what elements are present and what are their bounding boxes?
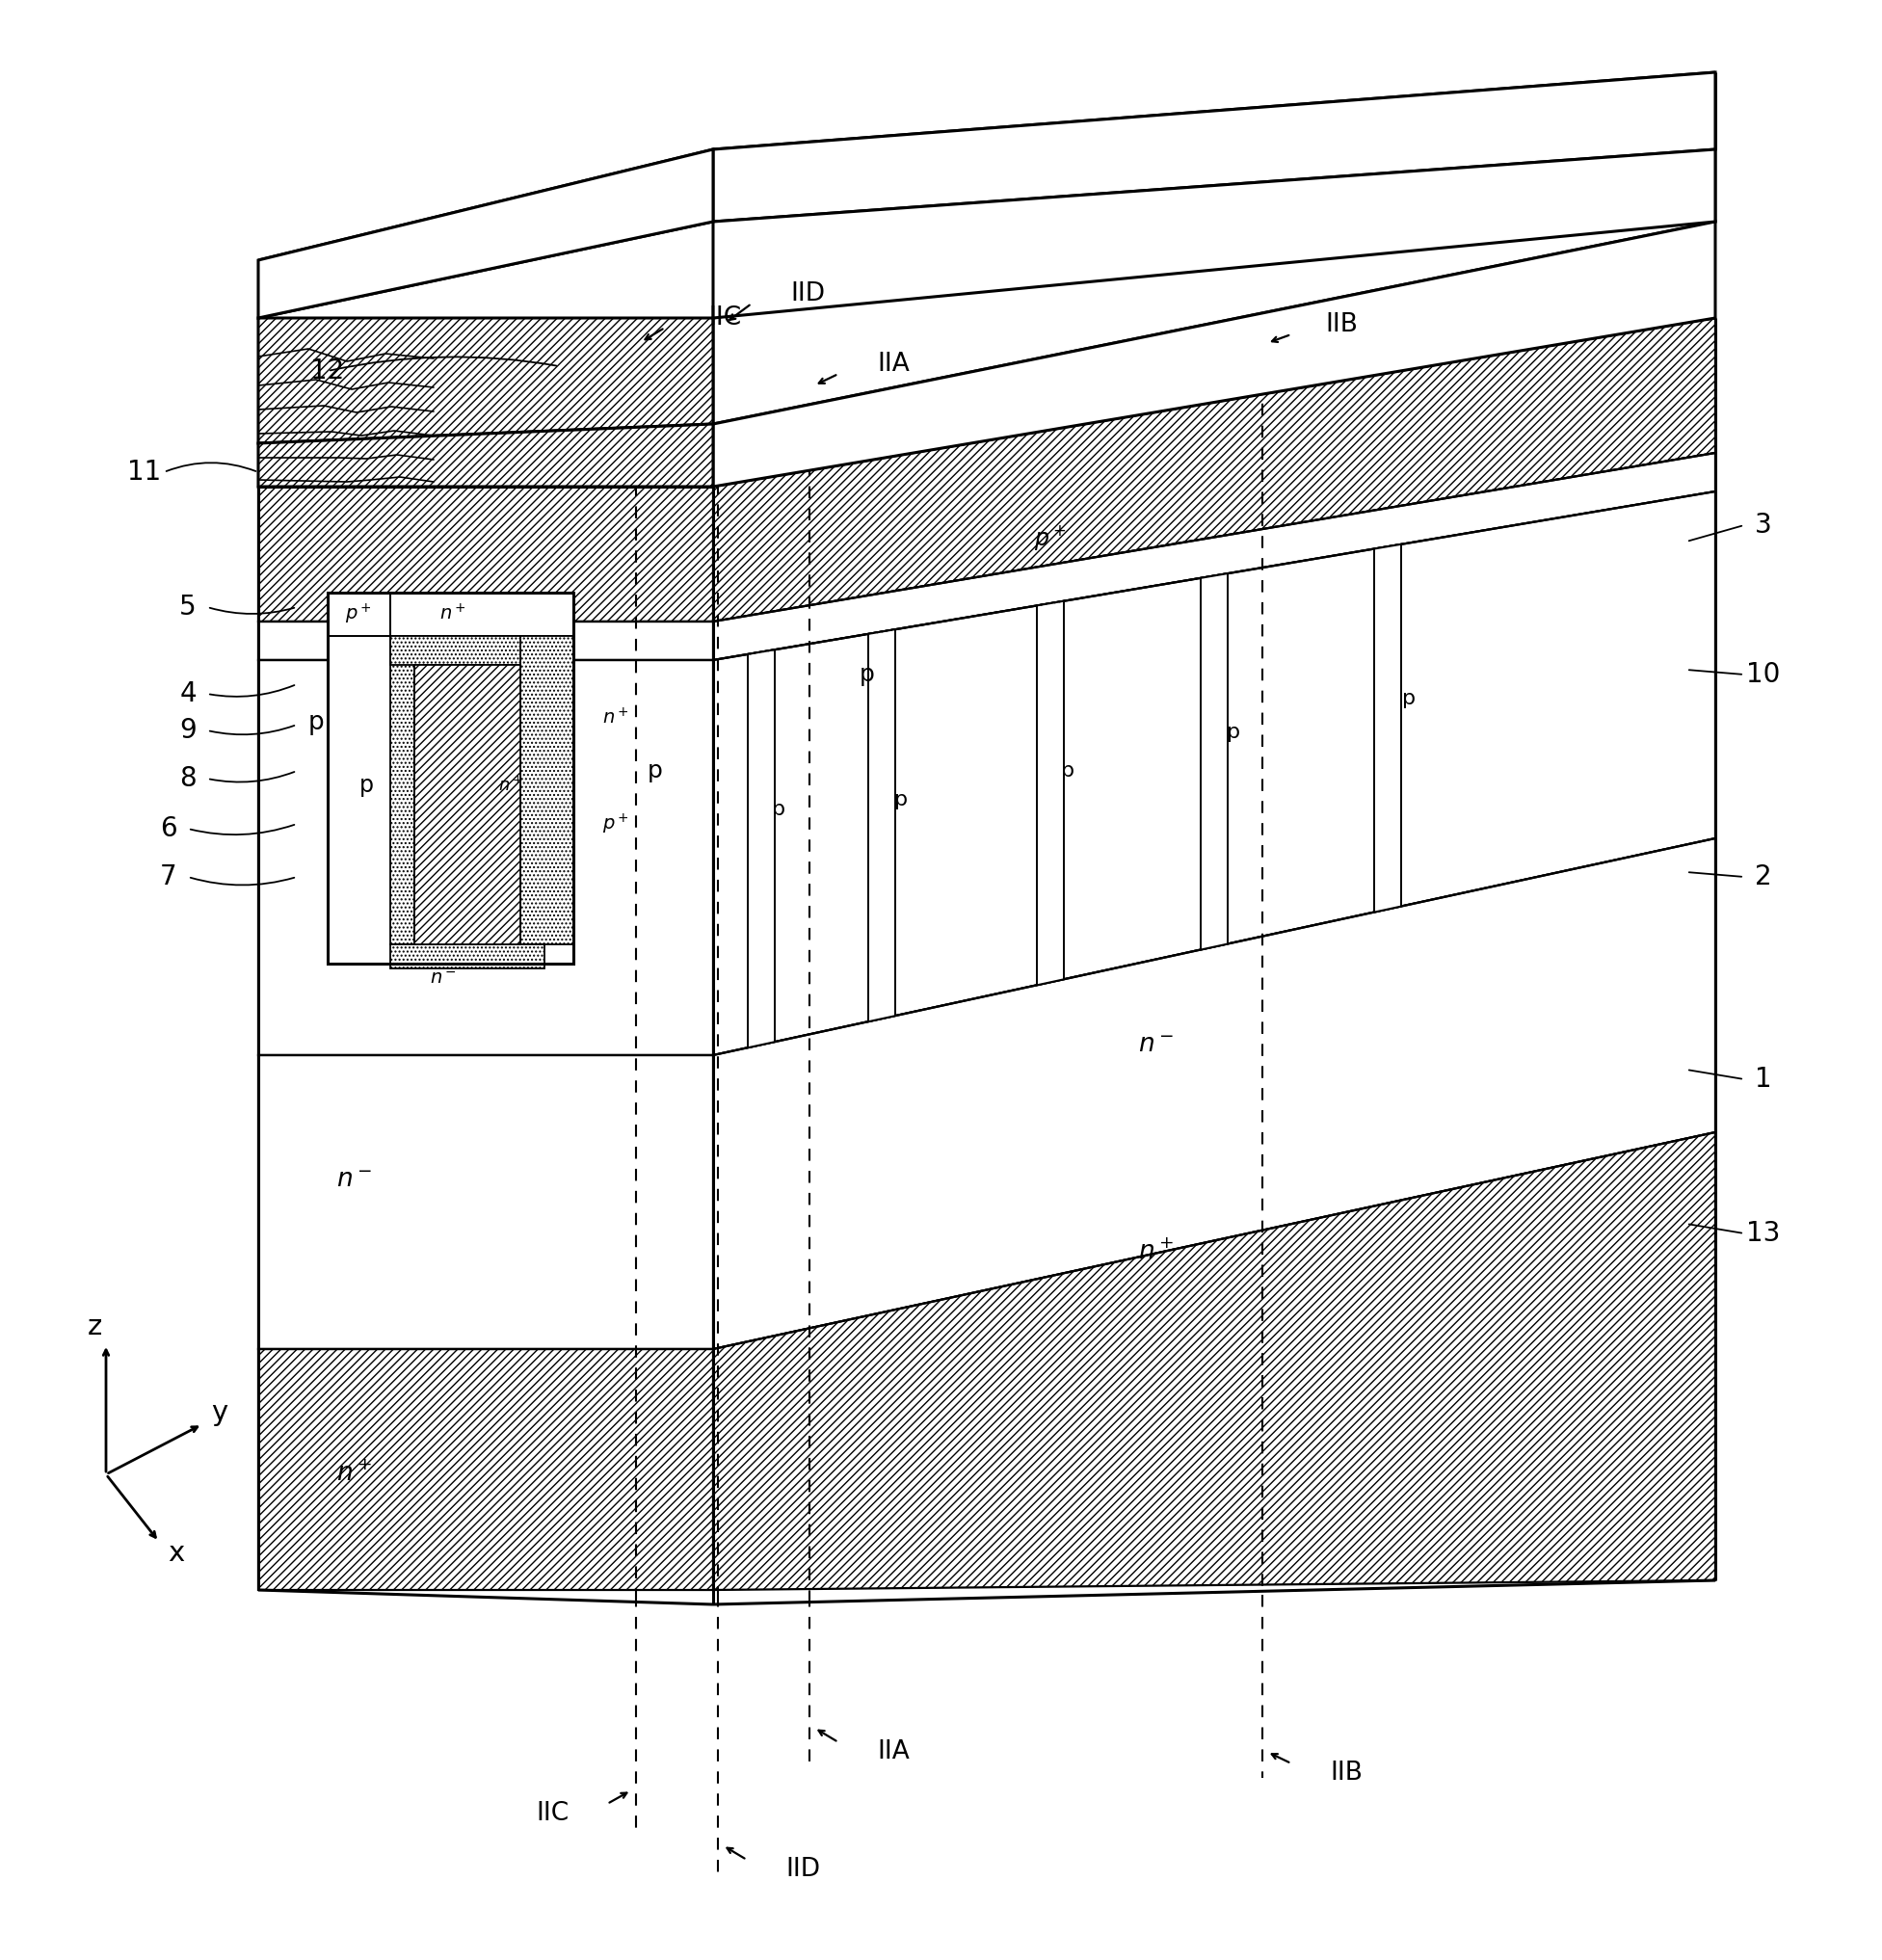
Text: IIB: IIB [1331,1760,1363,1786]
Text: 10: 10 [1746,661,1780,688]
Text: z: z [87,1313,102,1341]
Text: x: x [167,1541,184,1566]
Text: y: y [211,1399,228,1427]
Polygon shape [258,1054,713,1348]
Polygon shape [327,592,574,964]
Text: p: p [309,710,324,735]
Text: IIB: IIB [1325,312,1357,337]
Text: p: p [894,790,907,809]
Text: $p^+$: $p^+$ [344,602,373,625]
Polygon shape [713,453,1715,661]
Text: IIC: IIC [536,1801,568,1827]
Polygon shape [1037,602,1063,986]
Polygon shape [414,664,519,945]
Polygon shape [713,149,1715,318]
Polygon shape [258,318,713,443]
Polygon shape [258,149,713,318]
Polygon shape [519,635,574,945]
Text: 13: 13 [1746,1219,1780,1247]
Text: $n^+$: $n^+$ [602,708,629,729]
Text: 5: 5 [179,594,196,621]
Text: 2: 2 [1756,864,1773,890]
Text: p: p [1227,723,1240,743]
Text: 11: 11 [128,459,162,486]
Text: p: p [359,774,373,798]
Polygon shape [713,149,1715,423]
Text: $n^+$: $n^+$ [337,1462,373,1488]
Polygon shape [1201,574,1227,951]
Text: 4: 4 [179,680,196,708]
Text: $n^-$: $n^-$ [1139,1033,1174,1058]
Polygon shape [713,1133,1715,1590]
Polygon shape [258,661,713,1054]
Polygon shape [713,839,1715,1348]
Polygon shape [258,486,713,1590]
Polygon shape [390,592,574,635]
Polygon shape [1374,545,1400,911]
Polygon shape [868,629,896,1021]
Polygon shape [327,592,390,635]
Text: $n^-$: $n^-$ [337,1168,373,1194]
Text: p: p [1402,690,1415,708]
Polygon shape [713,492,1715,1054]
Text: $n^+$: $n^+$ [499,776,523,794]
Text: 8: 8 [179,764,196,792]
Polygon shape [713,221,1715,486]
Text: p: p [772,800,785,819]
Text: $n^+$: $n^+$ [1139,1241,1174,1266]
Text: $n^+$: $n^+$ [440,604,467,623]
Polygon shape [713,73,1715,221]
Text: IIC: IIC [708,306,742,331]
Text: IID: IID [790,282,824,306]
Polygon shape [258,1348,713,1590]
Text: p: p [1061,760,1075,780]
Polygon shape [258,423,713,486]
Text: IID: IID [785,1856,821,1882]
Polygon shape [258,621,713,661]
Text: 12: 12 [311,357,344,384]
Polygon shape [258,486,713,621]
Text: $p^+$: $p^+$ [602,811,629,837]
Text: 7: 7 [160,864,177,890]
Polygon shape [713,318,1715,1590]
Text: 3: 3 [1754,512,1773,539]
Polygon shape [390,635,414,945]
Text: p: p [860,662,875,686]
Text: 9: 9 [179,717,196,745]
Text: IIA: IIA [877,1739,909,1764]
Polygon shape [390,635,544,664]
Polygon shape [390,945,544,968]
Text: p: p [647,759,662,782]
Polygon shape [713,318,1715,621]
Text: $n^-$: $n^-$ [429,968,457,988]
Text: 1: 1 [1756,1066,1773,1094]
Text: 6: 6 [160,815,177,843]
Polygon shape [747,649,775,1049]
Text: IIA: IIA [877,351,909,376]
Text: $p^+$: $p^+$ [1035,523,1067,553]
